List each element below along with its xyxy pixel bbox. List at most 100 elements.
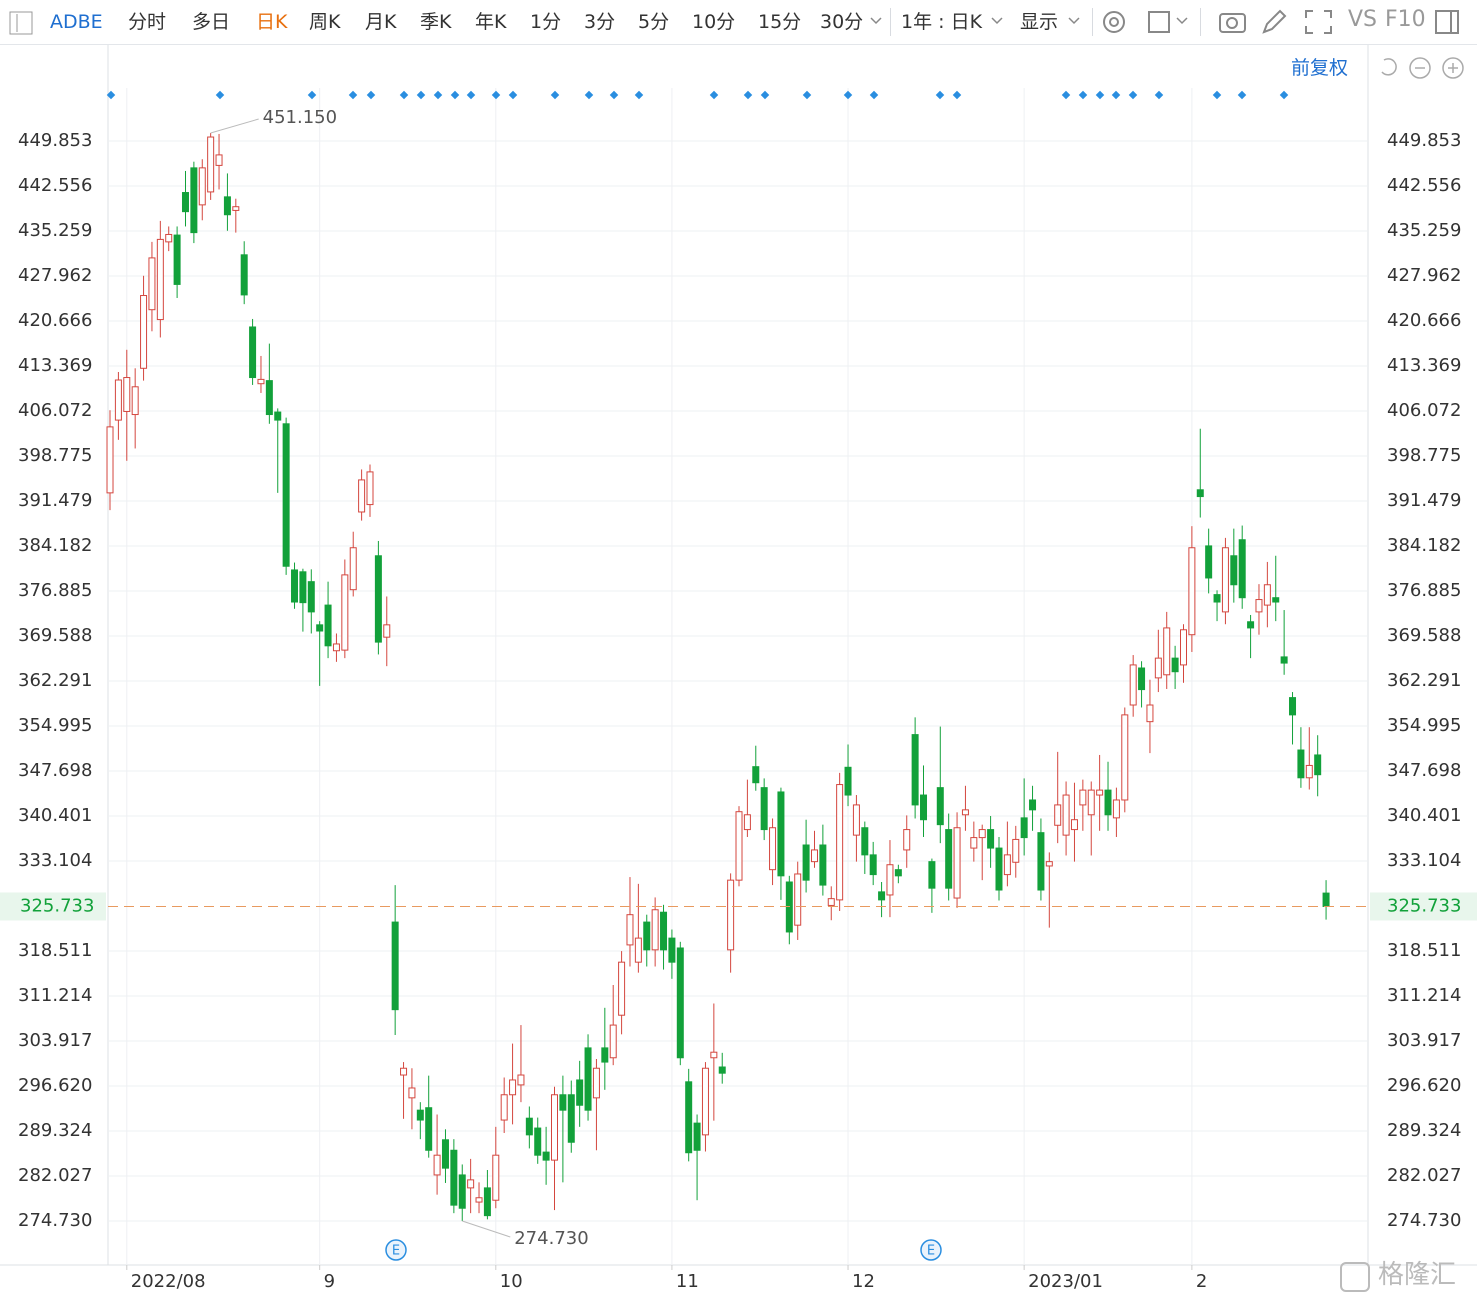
event-dot <box>366 90 376 100</box>
sidebar-icon[interactable] <box>9 11 33 35</box>
candle-body <box>836 784 844 901</box>
last-price-bg <box>0 892 106 921</box>
y-tick-label: 442.556 <box>1387 175 1461 196</box>
y-tick-label: 354.995 <box>1387 715 1461 736</box>
candle-body <box>542 1151 550 1161</box>
candle-body <box>1012 838 1020 863</box>
candle-body <box>198 167 206 206</box>
adjust-button[interactable]: 前复权 <box>1291 57 1349 79</box>
candle-body <box>861 827 869 856</box>
annotation-label: 274.730 <box>514 1228 588 1249</box>
last-price-bg <box>1370 892 1477 921</box>
candle-body <box>1322 892 1330 907</box>
candle-body <box>1221 547 1229 613</box>
candle-body <box>827 898 835 906</box>
candle-body <box>869 854 877 876</box>
x-tick-label: 2 <box>1196 1271 1207 1292</box>
candle-body <box>693 1122 701 1151</box>
y-tick-label: 282.027 <box>18 1165 92 1186</box>
candle-body <box>408 1087 416 1099</box>
candle-body <box>483 1187 491 1217</box>
candle-body <box>1045 861 1053 867</box>
candle-body <box>769 827 777 871</box>
candle-body <box>240 254 248 296</box>
candle-body <box>1079 789 1087 806</box>
candle-body <box>920 794 928 821</box>
event-dot <box>215 90 225 100</box>
earnings-marker <box>920 1239 942 1261</box>
candle-body <box>735 811 743 881</box>
x-tick-label: 2023/01 <box>1028 1271 1103 1292</box>
f10-button[interactable]: F10 <box>1385 7 1426 32</box>
candle-body <box>207 136 215 193</box>
camera-icon[interactable] <box>1219 13 1246 33</box>
candle-body <box>710 1051 718 1059</box>
y-tick-label: 311.214 <box>18 985 92 1006</box>
y-tick-label: 435.259 <box>18 220 92 241</box>
candle-body <box>701 1067 709 1136</box>
y-tick-label: 376.885 <box>18 580 92 601</box>
fullscreen-icon[interactable] <box>1305 10 1332 34</box>
separator <box>1200 8 1201 36</box>
candle-body <box>727 879 735 951</box>
candle-body <box>534 1127 542 1156</box>
layout-icon[interactable] <box>1148 11 1170 33</box>
candle-body <box>819 844 827 886</box>
y-tick-label: 289.324 <box>1387 1120 1461 1141</box>
period-tab[interactable]: 分时 <box>128 11 167 33</box>
candle-body <box>743 814 751 831</box>
reset-icon[interactable] <box>1381 58 1397 76</box>
event-dot <box>399 90 409 100</box>
candle-body <box>928 861 936 889</box>
settings-icon[interactable] <box>1103 11 1125 33</box>
y-tick-label: 362.291 <box>1387 670 1461 691</box>
candle-body <box>282 423 290 567</box>
symbol[interactable]: ADBE <box>50 11 103 33</box>
y-tick-label: 333.104 <box>18 850 92 871</box>
period-tab[interactable]: 10分 <box>692 11 736 33</box>
candle-body <box>777 791 785 877</box>
period-tab[interactable]: 日K <box>256 11 288 33</box>
candle-body <box>961 809 969 816</box>
y-tick-label: 413.369 <box>18 355 92 376</box>
display-select[interactable]: 显示 <box>1020 11 1059 33</box>
period-tab[interactable]: 季K <box>420 11 452 33</box>
candle-body <box>140 295 148 369</box>
pencil-icon[interactable] <box>1262 9 1287 34</box>
period-tab[interactable]: 年K <box>475 11 507 33</box>
candle-body <box>416 1109 424 1121</box>
candle-body <box>567 1094 575 1143</box>
candle-body <box>131 386 139 416</box>
candle-body <box>165 233 173 243</box>
candle-body <box>1121 714 1129 801</box>
candle-body <box>651 909 659 951</box>
compare-button[interactable]: VS <box>1348 7 1378 32</box>
period-tab[interactable]: 30分 <box>820 11 864 33</box>
range-select[interactable]: 1年 : 日K <box>901 11 983 33</box>
period-tab[interactable]: 周K <box>309 11 341 33</box>
period-tab[interactable]: 多日 <box>192 11 231 33</box>
zoom-in <box>1448 63 1458 73</box>
zoom-out[interactable] <box>1409 57 1431 79</box>
candle-body <box>173 234 181 285</box>
y-tick-label: 420.666 <box>18 310 92 331</box>
period-tab[interactable]: 3分 <box>584 11 616 33</box>
candle-body <box>802 844 810 881</box>
period-tab[interactable]: 5分 <box>638 11 670 33</box>
candle-body <box>1003 854 1011 876</box>
candle-body <box>467 1179 475 1189</box>
panel-icon[interactable] <box>1435 10 1459 34</box>
period-tab[interactable]: 15分 <box>758 11 802 33</box>
y-tick-label: 296.620 <box>1387 1075 1461 1096</box>
candle-body <box>274 411 282 421</box>
candle-body <box>232 206 240 211</box>
period-tab[interactable]: 1分 <box>530 11 562 33</box>
zoom-in[interactable] <box>1442 57 1464 79</box>
candle-body <box>1205 545 1213 579</box>
y-tick-label: 303.917 <box>18 1030 92 1051</box>
x-tick-label: 10 <box>500 1271 523 1292</box>
period-tab[interactable]: 月K <box>365 11 397 33</box>
candle-body <box>634 937 642 963</box>
y-tick-label: 369.588 <box>1387 625 1461 646</box>
